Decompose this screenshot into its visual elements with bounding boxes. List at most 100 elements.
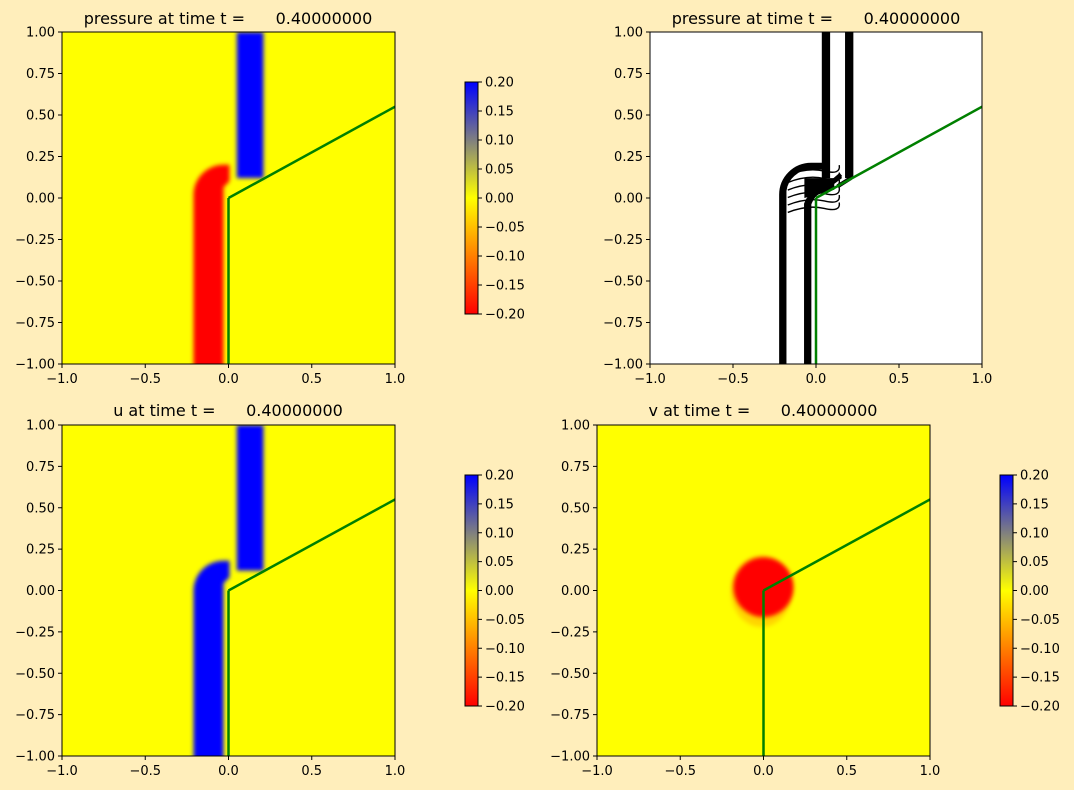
colorbar-gradient xyxy=(464,474,479,707)
y-tick-label: 0.50 xyxy=(561,501,590,516)
y-tick-label: 0.75 xyxy=(26,460,55,475)
panel-title: pressure at time t = 0.40000000 xyxy=(672,9,961,28)
colorbar-tick-label: 0.20 xyxy=(485,469,514,484)
panel-title: v at time t = 0.40000000 xyxy=(649,401,878,420)
contour-dense-region xyxy=(804,178,835,198)
y-tick-label: −0.75 xyxy=(15,708,55,723)
panel-u-heatmap: u at time t = 0.40000000 −1.0 −0.5 0.0 0.5 1… xyxy=(15,401,525,779)
interface-slanted-line xyxy=(815,105,982,200)
x-tick-label: 0.5 xyxy=(301,372,322,387)
y-tick-label: 1.00 xyxy=(26,26,55,41)
colorbar-tick-label: 0.10 xyxy=(1020,526,1049,541)
y-tick-label: 0.25 xyxy=(561,543,590,558)
colorbar-tick-label: 0.05 xyxy=(485,163,514,178)
colorbar-tick-label: −0.20 xyxy=(485,700,525,715)
y-tick-label: 1.00 xyxy=(26,419,55,434)
field-ushape-band xyxy=(193,164,230,364)
colorbar-tick-label: 0.15 xyxy=(485,105,514,120)
interface-slanted-line xyxy=(227,498,395,592)
y-tick-label: 0.75 xyxy=(561,460,590,475)
colorbar-tick-label: 0.00 xyxy=(485,584,514,599)
x-tick-label: 0.0 xyxy=(806,372,827,387)
y-tick-label: 0.25 xyxy=(26,543,55,558)
panel-pressure-contour: pressure at time t = 0.40000000 −1.0 −0.5… xyxy=(603,9,992,387)
y-tick-label: −0.25 xyxy=(603,233,643,248)
x-tick-label: −1.0 xyxy=(634,372,666,387)
y-tick-label: −0.50 xyxy=(15,275,55,290)
colorbar-gradient xyxy=(464,81,479,315)
colorbar-tick-label: −0.05 xyxy=(485,221,525,236)
contour-layer xyxy=(779,32,982,364)
y-tick-label: 0.50 xyxy=(26,109,55,124)
field-band-positive xyxy=(236,425,264,571)
y-tick-label: −1.00 xyxy=(550,750,590,765)
colorbar-ticks: 0.20 0.15 0.10 0.05 0.00 −0.05 −0.10 −0.15 −0.20 xyxy=(1013,469,1060,715)
colorbar-tick-label: 0.00 xyxy=(1020,584,1049,599)
y-tick-label: −1.00 xyxy=(603,358,643,373)
x-tick-label: 1.0 xyxy=(972,372,993,387)
colorbar-tick-label: −0.20 xyxy=(1020,700,1060,715)
colorbar-tick-label: 0.05 xyxy=(485,555,514,570)
field-band-positive xyxy=(236,32,264,179)
x-tick-label: 0.5 xyxy=(836,764,857,779)
x-tick-label: −1.0 xyxy=(46,764,78,779)
y-tick-label: −1.00 xyxy=(15,750,55,765)
axes: −1.0 −0.5 0.0 0.5 1.0 1.00 0.75 0.50 0.25 0.00 −0.… xyxy=(15,26,405,388)
colorbar-tick-label: 0.20 xyxy=(1020,469,1049,484)
colorbar-tick-label: 0.10 xyxy=(485,134,514,149)
colorbar-tick-label: −0.10 xyxy=(1020,642,1060,657)
colorbar-tick-label: −0.10 xyxy=(485,642,525,657)
y-tick-label: 0.00 xyxy=(26,192,55,207)
field-ushape-band xyxy=(193,560,230,756)
y-tick-label: −0.50 xyxy=(603,275,643,290)
x-tick-label: 0.0 xyxy=(218,372,239,387)
x-tick-label: −0.5 xyxy=(664,764,696,779)
y-tick-label: 0.00 xyxy=(561,584,590,599)
colorbar-tick-label: −0.05 xyxy=(1020,613,1060,628)
colorbar: 0.20 0.15 0.10 0.05 0.00 −0.05 −0.10 −0.15 −0.20 xyxy=(464,76,525,323)
colorbar: 0.20 0.15 0.10 0.05 0.00 −0.05 −0.10 −0.15 −0.20 xyxy=(464,469,525,715)
colorbar-gradient xyxy=(999,474,1014,707)
contour-line xyxy=(782,165,830,364)
x-tick-label: 1.0 xyxy=(920,764,941,779)
colorbar-tick-label: −0.20 xyxy=(485,308,525,323)
colorbar-tick-label: 0.15 xyxy=(1020,497,1049,512)
panel-title: u at time t = 0.40000000 xyxy=(113,401,343,420)
y-tick-label: −0.25 xyxy=(15,233,55,248)
y-tick-label: 0.00 xyxy=(614,192,643,207)
field-layer xyxy=(193,425,395,756)
colorbar-tick-label: −0.05 xyxy=(485,613,525,628)
x-tick-label: 1.0 xyxy=(385,372,406,387)
y-tick-label: 0.25 xyxy=(26,150,55,165)
y-tick-label: 0.75 xyxy=(26,67,55,82)
colorbar-tick-label: 0.05 xyxy=(1020,555,1049,570)
y-tick-label: −0.50 xyxy=(15,667,55,682)
y-tick-label: −0.25 xyxy=(15,625,55,640)
y-tick-label: −0.25 xyxy=(550,625,590,640)
panel-v-heatmap: v at time t = 0.40000000 −1.0 −0.5 0.0 0.5 1… xyxy=(550,401,1060,779)
x-tick-label: −0.5 xyxy=(129,372,161,387)
x-tick-label: 0.0 xyxy=(218,764,239,779)
panel-pressure-heatmap: pressure at time t = 0.40000000 −1.0 −0.5… xyxy=(15,9,525,387)
axes: −1.0 −0.5 0.0 0.5 1.0 1.00 0.75 0.50 0.25 0.00 −0.… xyxy=(15,419,405,780)
field-layer xyxy=(730,498,930,756)
y-tick-label: 0.25 xyxy=(614,150,643,165)
x-tick-label: 1.0 xyxy=(385,764,406,779)
y-tick-label: 0.75 xyxy=(614,67,643,82)
y-tick-label: −0.75 xyxy=(603,316,643,331)
interface-slanted-line xyxy=(762,498,930,592)
colorbar-tick-label: 0.20 xyxy=(485,76,514,91)
x-tick-label: 0.5 xyxy=(301,764,322,779)
panel-title: pressure at time t = 0.40000000 xyxy=(84,9,373,28)
colorbar-tick-label: 0.15 xyxy=(485,497,514,512)
colorbar-tick-label: 0.00 xyxy=(485,192,514,207)
y-tick-label: 1.00 xyxy=(561,419,590,434)
x-tick-label: −1.0 xyxy=(46,372,78,387)
colorbar: 0.20 0.15 0.10 0.05 0.00 −0.05 −0.10 −0.15 −0.20 xyxy=(999,469,1060,715)
y-tick-label: 1.00 xyxy=(614,26,643,41)
colorbar-tick-label: 0.10 xyxy=(485,526,514,541)
y-tick-label: −0.75 xyxy=(550,708,590,723)
colorbar-ticks: 0.20 0.15 0.10 0.05 0.00 −0.05 −0.10 −0.15 −0.20 xyxy=(478,76,525,323)
y-tick-label: 0.50 xyxy=(26,501,55,516)
